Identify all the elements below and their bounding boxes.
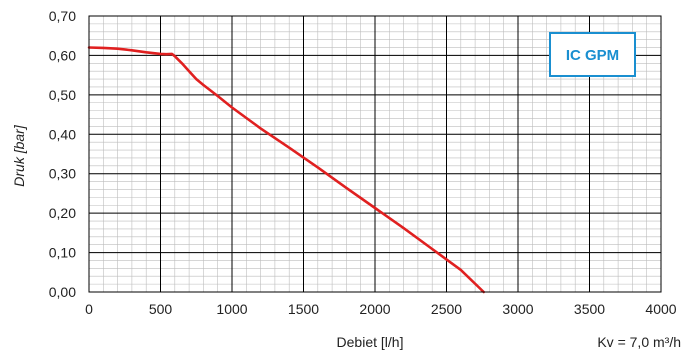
y-tick-labels: 0,00 0,10 0,20 0,30 0,40 0,50 0,60 0,70: [49, 8, 76, 300]
x-tick-label: 3000: [502, 301, 533, 317]
x-tick-label: 0: [85, 301, 93, 317]
y-tick-label: 0,00: [49, 284, 76, 300]
x-tick-label: 3500: [574, 301, 605, 317]
x-axis-label: Debiet [l/h]: [337, 334, 404, 350]
x-tick-label: 2000: [359, 301, 390, 317]
x-tick-label: 4000: [645, 301, 676, 317]
model-badge-text: IC GPM: [566, 47, 619, 64]
kv-note: Kv = 7,0 m³/h: [597, 334, 681, 350]
y-tick-label: 0,10: [49, 245, 76, 261]
series-layer: [87, 46, 486, 294]
x-tick-label: 1500: [288, 301, 319, 317]
x-tick-label: 2500: [431, 301, 462, 317]
model-badge: IC GPM: [549, 32, 636, 77]
x-tick-labels: 0 500 1000 1500 2000 2500 3000 3500 4000: [85, 301, 677, 317]
x-tick-label: 1000: [216, 301, 247, 317]
x-tick-label: 500: [149, 301, 173, 317]
y-tick-label: 0,30: [49, 166, 76, 182]
y-tick-label: 0,70: [49, 8, 76, 24]
y-tick-label: 0,50: [49, 87, 76, 103]
y-tick-label: 0,40: [49, 126, 76, 142]
y-tick-label: 0,60: [49, 47, 76, 63]
y-tick-label: 0,20: [49, 205, 76, 221]
plot-frame: [88, 15, 662, 293]
y-axis-label: Druk [bar]: [11, 124, 27, 187]
model-badge-box: [549, 32, 636, 77]
series-line-0: [87, 46, 486, 294]
